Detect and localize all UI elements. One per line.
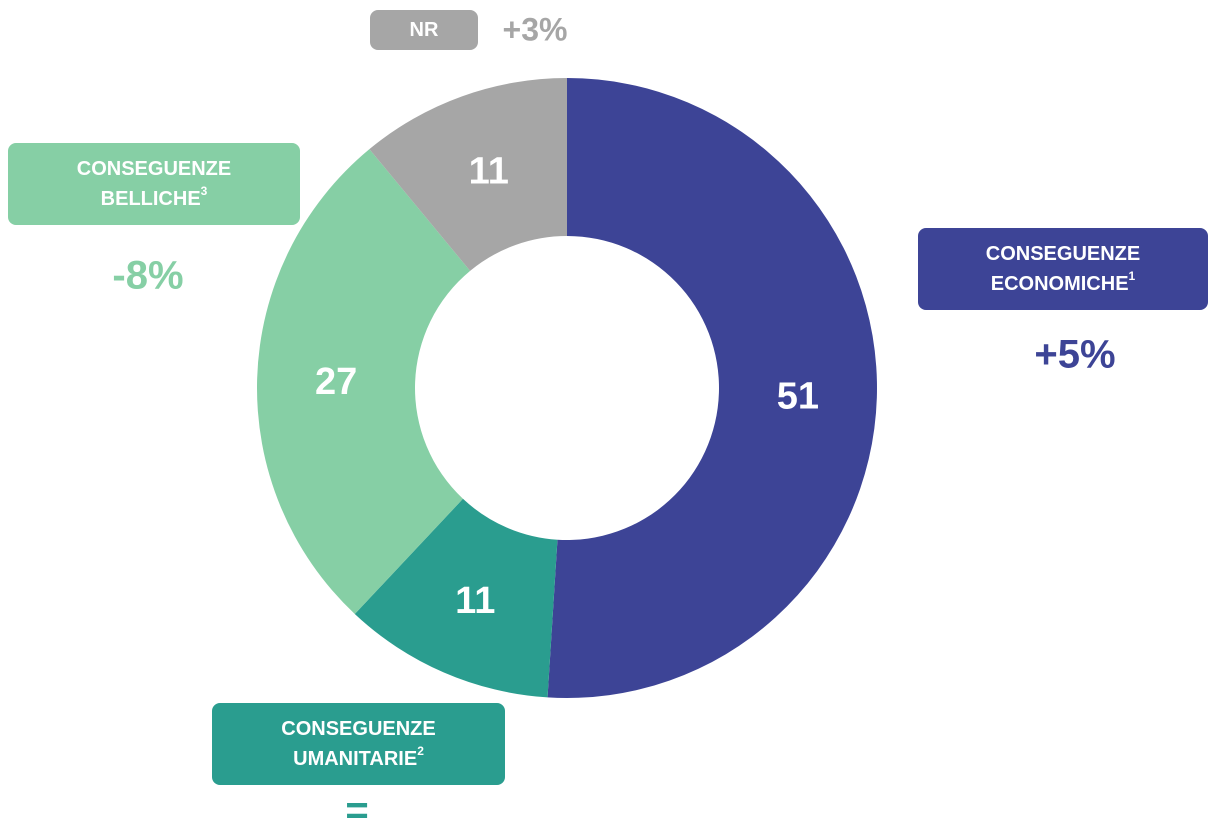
value-label: 11 (469, 151, 509, 193)
legend-box (918, 228, 1208, 310)
legend-box (370, 10, 478, 50)
footnote-mark: 2 (417, 744, 424, 758)
legend-label-text: NR (410, 19, 439, 41)
legend-label-text: BELLICHE (101, 188, 201, 210)
donut-segment (354, 498, 558, 698)
value-label: 51 (777, 375, 819, 417)
legend-label: UMANITARIE2 (293, 744, 424, 770)
legend-label-text: CONSEGUENZE (281, 718, 435, 740)
change-label: +5% (1034, 333, 1115, 377)
donut-segment (257, 149, 471, 614)
donut-segment (369, 78, 567, 271)
legend-label: CONSEGUENZE (77, 158, 231, 180)
legend-label: NR (410, 19, 439, 41)
value-label: 27 (315, 361, 357, 403)
legend-label-text: CONSEGUENZE (77, 158, 231, 180)
legend-label-text: ECONOMICHE (991, 273, 1129, 295)
change-label: +3% (503, 11, 568, 47)
legend-label: CONSEGUENZE (281, 718, 435, 740)
legend-label-text: CONSEGUENZE (986, 243, 1140, 265)
legend-box (8, 143, 300, 225)
value-label: 11 (455, 580, 495, 622)
legend-label: CONSEGUENZE (986, 243, 1140, 265)
legend-label: ECONOMICHE1 (991, 269, 1136, 295)
footnote-mark: 3 (201, 184, 208, 198)
change-label: = (345, 789, 368, 826)
change-label: -8% (112, 254, 183, 298)
legend-label: BELLICHE3 (101, 184, 208, 210)
legend-label-text: UMANITARIE (293, 748, 417, 770)
donut-segment (547, 78, 877, 698)
legend-box (212, 703, 505, 785)
footnote-mark: 1 (1129, 269, 1136, 283)
